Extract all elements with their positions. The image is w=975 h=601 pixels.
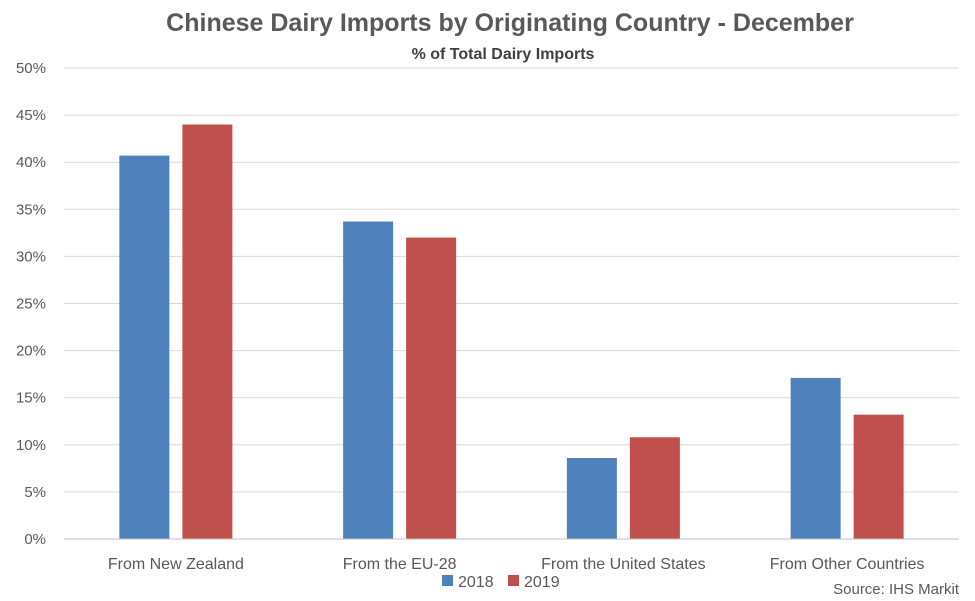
source-note: Source: IHS Markit — [833, 581, 960, 598]
bar-2018-0 — [119, 155, 170, 539]
x-axis: From New Zealand From the EU-28 From the U… — [64, 538, 959, 573]
y-tick-label: 10% — [16, 437, 46, 454]
x-tick-label: From Other Countries — [770, 556, 925, 573]
legend: 2018 2019 — [442, 574, 560, 591]
y-tick-label: 35% — [16, 201, 46, 218]
y-axis-ticks: 0% 5% 10% 15% 20% 25% 30% 35% 40% 45% 50% — [16, 60, 46, 548]
y-tick-label: 40% — [16, 154, 46, 171]
legend-label: 2019 — [524, 574, 560, 591]
chart-subtitle: % of Total Dairy Imports — [412, 46, 595, 63]
y-tick-label: 0% — [24, 531, 46, 548]
bar-2018-2 — [566, 457, 617, 539]
legend-label: 2018 — [458, 574, 494, 591]
y-tick-label: 30% — [16, 248, 46, 265]
x-tick-label: From the United States — [541, 556, 706, 573]
bar-2019-0 — [182, 124, 233, 540]
bar-2019-3 — [853, 414, 904, 539]
x-tick-label: From the EU-28 — [343, 556, 457, 573]
bar-2019-2 — [629, 437, 680, 539]
legend-swatch-2018 — [442, 575, 453, 586]
y-tick-label: 50% — [16, 60, 46, 77]
x-tick-label: From New Zealand — [108, 556, 244, 573]
y-tick-label: 45% — [16, 107, 46, 124]
chart-title: Chinese Dairy Imports by Originating Cou… — [166, 9, 854, 37]
y-tick-label: 25% — [16, 296, 46, 313]
bar-2018-3 — [790, 377, 841, 539]
y-tick-label: 5% — [24, 484, 46, 501]
bar-2018-1 — [343, 221, 394, 539]
bars — [119, 124, 904, 540]
legend-swatch-2019 — [508, 575, 519, 586]
y-tick-label: 15% — [16, 390, 46, 407]
y-tick-label: 20% — [16, 343, 46, 360]
bar-2019-1 — [406, 237, 457, 539]
